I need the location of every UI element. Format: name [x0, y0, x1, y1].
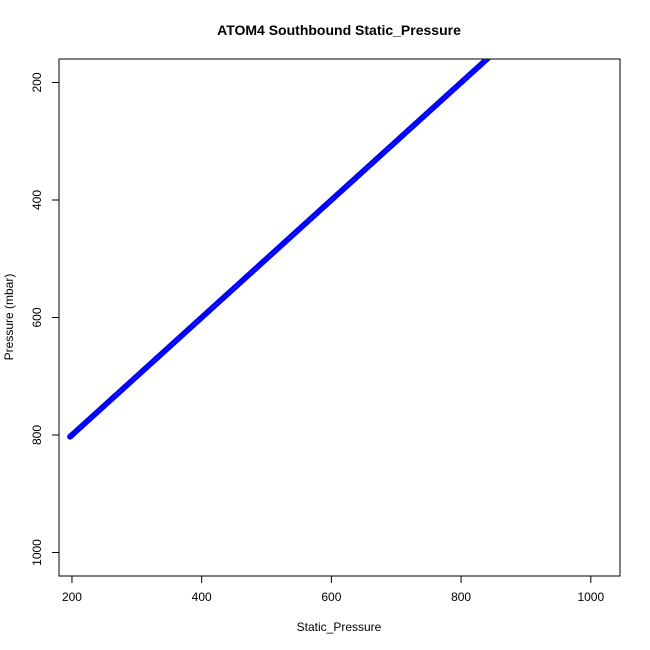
data-point	[488, 53, 493, 58]
chart-title: ATOM4 Southbound Static_Pressure	[217, 22, 461, 38]
y-axis: 200 400 600 800 1000	[30, 72, 60, 566]
data-points	[67, 52, 495, 440]
data-point	[489, 53, 494, 58]
y-tick-label: 400	[30, 190, 44, 210]
y-tick-label: 800	[30, 425, 44, 445]
y-tick-label: 1000	[30, 539, 44, 566]
x-axis: 200 400 600 800 1000	[62, 575, 604, 604]
x-tick-label: 600	[321, 590, 341, 604]
data-point	[486, 59, 492, 61]
plot-frame	[58, 58, 621, 577]
data-point	[487, 59, 492, 60]
x-tick-label: 200	[62, 590, 82, 604]
y-tick-label: 600	[30, 307, 44, 327]
x-tick-label: 800	[451, 590, 471, 604]
y-axis-title: Pressure (mbar)	[2, 274, 16, 361]
data-point	[484, 59, 490, 62]
x-tick-label: 400	[192, 590, 212, 604]
x-axis-title: Static_Pressure	[297, 620, 382, 634]
data-point	[485, 59, 491, 62]
x-tick-label: 1000	[577, 590, 604, 604]
data-point	[490, 52, 495, 57]
y-tick-label: 200	[30, 72, 44, 92]
